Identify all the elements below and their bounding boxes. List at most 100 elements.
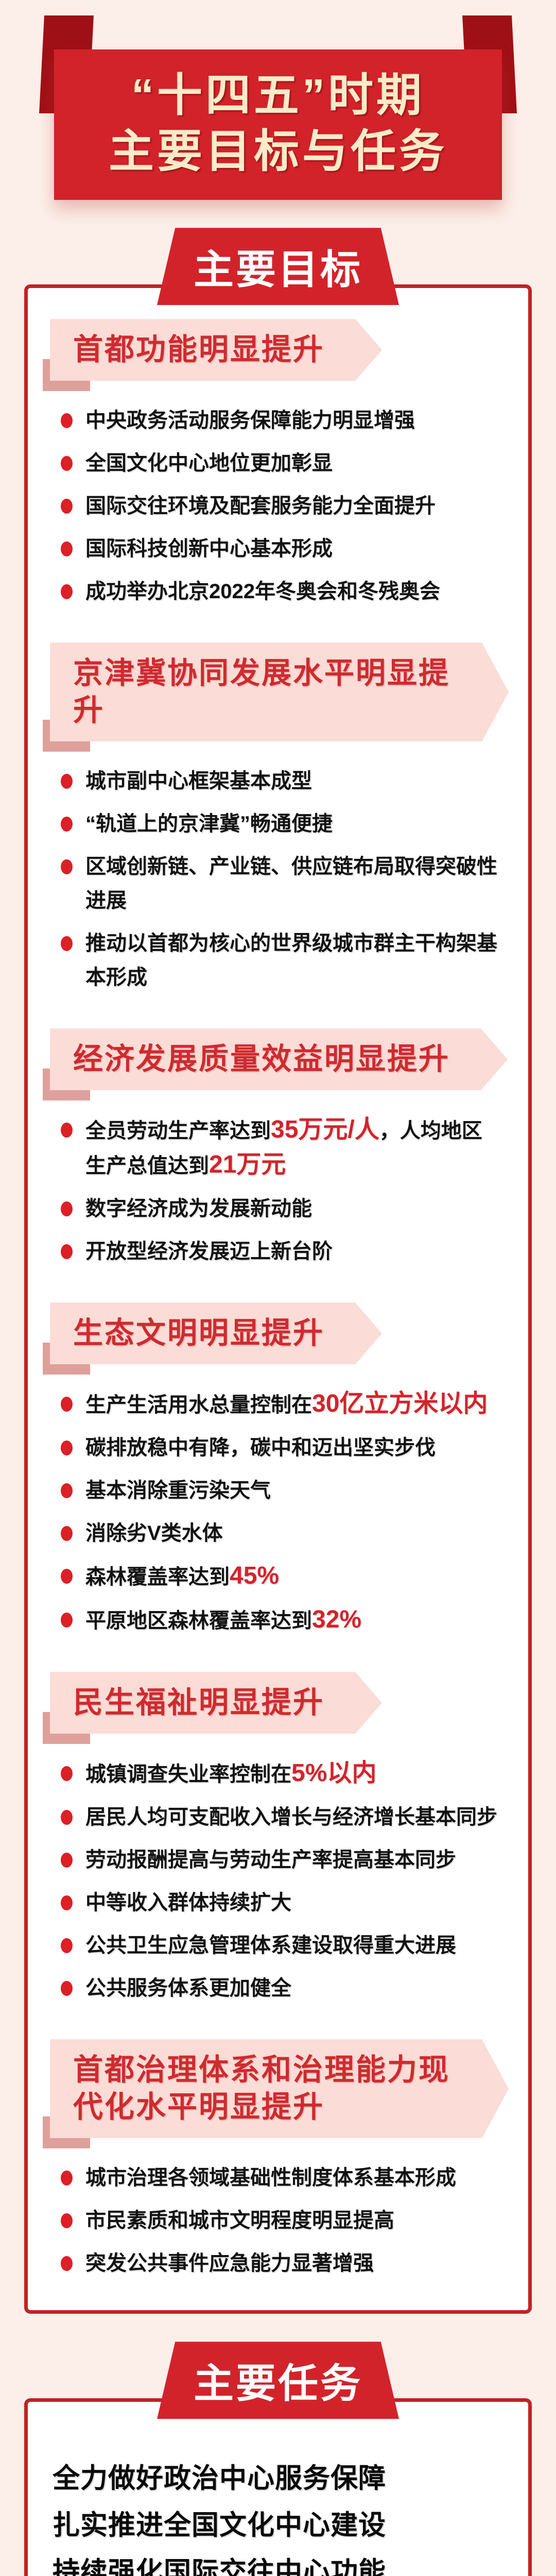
bullet-text: 区域创新链、产业链、供应链布局取得突破性进展 [85, 855, 497, 912]
bullet-segment: 推动以首都为核心的世界级城市群主干构架基本形成 [85, 932, 497, 989]
header-banner: “十四五”时期 主要目标与任务 [39, 15, 517, 200]
bullet-text: 中等收入群体持续扩大 [85, 1891, 291, 1914]
section-header: 首都治理体系和治理能力现代化水平明显提升 [43, 2039, 509, 2149]
bullet-marker-icon [61, 1981, 73, 1996]
goal-section: 首都功能明显提升中央政务活动服务保障能力明显增强 全国文化中心地位更加彰显国际交往… [43, 319, 509, 608]
task-item: 全力做好政治中心服务保障 [53, 2464, 386, 2494]
bullet-text: 居民人均可支配收入增长与经济增长基本同步 [85, 1806, 497, 1828]
bullet-marker-icon [61, 456, 73, 471]
bullet-text: 全国文化中心地位更加彰显 [85, 452, 333, 474]
bullet-segment: 全国文化中心地位更加彰显 [85, 452, 333, 475]
bullet-text: 城市治理各领域基础性制度体系基本形成 [85, 2166, 456, 2189]
bullet-marker-icon [61, 817, 73, 832]
section-arrow-banner: 民生福祉明显提升 [50, 1672, 382, 1734]
bullet-item: 全国文化中心地位更加彰显 [61, 446, 498, 480]
task-item: 扎实推进全国文化中心建设 [53, 2511, 386, 2541]
bullet-text: 国际科技创新中心基本形成 [85, 537, 333, 560]
bullet-segment: 区域创新链、产业链、供应链布局取得突破性进展 [85, 855, 497, 912]
bullet-item: 公共卫生应急管理体系建设取得重大进展 [61, 1928, 498, 1962]
bullet-segment: 公共服务体系更加健全 [85, 1977, 291, 2000]
bullet-item: “轨道上的京津冀”畅通便捷 [61, 807, 498, 841]
bullet-item: 森林覆盖率达到45% [61, 1559, 498, 1594]
bullet-text: 森林覆盖率达到45% [85, 1562, 279, 1589]
bullet-text: 市民素质和城市文明程度明显提高 [85, 2209, 394, 2232]
bullet-text: 国际交往环境及配套服务能力全面提升 [85, 495, 436, 517]
bullet-text: “轨道上的京津冀”畅通便捷 [85, 812, 333, 835]
section-arrow-banner: 经济发展质量效益明显提升 [50, 1028, 508, 1090]
bullet-segment: 城市副中心框架基本成型 [85, 770, 312, 793]
bullet-marker-icon [61, 774, 73, 789]
bullet-list: 城市副中心框架基本成型 “轨道上的京津冀”畅通便捷区域创新链、产业链、供应链布局取… [43, 764, 509, 994]
bullet-text: 推动以首都为核心的世界级城市群主干构架基本形成 [85, 932, 497, 989]
bullet-text: 城镇调查失业率控制在5%以内 [85, 1759, 376, 1787]
section-arrow-banner: 首都功能明显提升 [50, 319, 382, 381]
bullet-segment: 中央政务活动服务保障能力明显增强 [85, 409, 415, 432]
tasks-card: 全力做好政治中心服务保障扎实推进全国文化中心建设持续强化国际交往中心功能加快建设… [24, 2398, 532, 2576]
bullet-item: 开放型经济发展迈上新台阶 [61, 1234, 498, 1268]
bullet-marker-icon [61, 1526, 73, 1541]
section-title: 首都治理体系和治理能力现代化水平明显提升 [73, 2053, 450, 2124]
bullet-marker-icon [61, 1569, 73, 1584]
goal-section: 首都治理体系和治理能力现代化水平明显提升城市治理各领域基础性制度体系基本形成 市民… [43, 2039, 509, 2280]
bullet-item: 成功举办北京2022年冬奥会和冬残奥会 [61, 574, 498, 608]
bullet-segment: 平原地区森林覆盖率达到 [85, 1609, 312, 1633]
bullet-segment: 城市治理各领域基础性制度体系基本形成 [85, 2166, 456, 2190]
bullet-text: 基本消除重污染天气 [85, 1479, 271, 1502]
bullet-segment: 劳动报酬提高与劳动生产率提高基本同步 [85, 1849, 456, 1872]
section-title: 首都功能明显提升 [73, 333, 325, 367]
bullet-segment: 突发公共事件应急能力显著增强 [85, 2252, 374, 2275]
bullet-text: 公共服务体系更加健全 [85, 1977, 291, 1999]
bullet-marker-icon [61, 1810, 73, 1825]
bullet-segment: 城镇调查失业率控制在 [85, 1763, 291, 1786]
bullet-item: 区域创新链、产业链、供应链布局取得突破性进展 [61, 850, 498, 918]
bullet-item: 突发公共事件应急能力显著增强 [61, 2246, 498, 2280]
bullet-marker-icon [61, 2256, 73, 2272]
bullet-text: 平原地区森林覆盖率达到32% [85, 1606, 361, 1633]
bullet-item: 劳动报酬提高与劳动生产率提高基本同步 [61, 1843, 498, 1877]
goals-card: 首都功能明显提升中央政务活动服务保障能力明显增强 全国文化中心地位更加彰显国际交往… [24, 284, 532, 2314]
bullet-marker-icon [61, 2171, 73, 2186]
bullet-text: 全员劳动生产率达到35万元/人，人均地区生产总值达到21万元 [85, 1116, 482, 1178]
goal-section: 民生福祉明显提升城镇调查失业率控制在5%以内居民人均可支配收入增长与经济增长基本… [43, 1672, 509, 2005]
bullet-segment: 碳排放稳中有降，碳中和迈出坚实步伐 [85, 1436, 436, 1460]
bullet-segment: 国际科技创新中心基本形成 [85, 537, 333, 561]
section-title: 京津冀协同发展水平明显提升 [73, 656, 450, 727]
bullet-highlight: 30亿立方米以内 [312, 1390, 488, 1418]
section-title: 民生福祉明显提升 [73, 1686, 325, 1720]
bullet-list: 中央政务活动服务保障能力明显增强 全国文化中心地位更加彰显国际交往环境及配套服务能… [43, 403, 509, 608]
bullet-item: 基本消除重污染天气 [61, 1473, 498, 1507]
bullet-segment: 消除劣V类水体 [85, 1522, 223, 1545]
bullet-item: 公共服务体系更加健全 [61, 1971, 498, 2005]
page-title-line1: “十四五”时期 [131, 70, 425, 121]
bullet-segment: 森林覆盖率达到 [85, 1566, 230, 1589]
bullet-highlight: 35万元/人 [271, 1116, 379, 1144]
goals-badge: 主要目标 [157, 228, 399, 306]
bullet-marker-icon [61, 2213, 73, 2229]
bullet-segment: 市民素质和城市文明程度明显提高 [85, 2209, 394, 2232]
bullet-item: 生产生活用水总量控制在30亿立方米以内 [61, 1387, 498, 1422]
section-title: 经济发展质量效益明显提升 [73, 1042, 450, 1076]
bullet-segment: 成功举办北京2022年冬奥会和冬残奥会 [85, 580, 440, 603]
bullet-segment: 数字经济成为发展新动能 [85, 1197, 312, 1221]
section-arrow-banner: 京津冀协同发展水平明显提升 [50, 642, 509, 741]
title-banner: “十四五”时期 主要目标与任务 [54, 49, 502, 200]
bullet-marker-icon [61, 1766, 73, 1782]
section-arrow-banner: 生态文明明显提升 [50, 1302, 382, 1364]
bullet-list: 城市治理各领域基础性制度体系基本形成 市民素质和城市文明程度明显提高 突发公共事件应… [43, 2161, 509, 2280]
bullet-segment: 中等收入群体持续扩大 [85, 1891, 291, 1914]
bullet-text: 生产生活用水总量控制在30亿立方米以内 [85, 1390, 488, 1417]
bullet-marker-icon [61, 1397, 73, 1412]
goal-section: 生态文明明显提升生产生活用水总量控制在30亿立方米以内 碳排放稳中有降，碳中和迈出… [43, 1302, 509, 1638]
section-header: 首都功能明显提升 [43, 319, 382, 392]
bullet-text: 成功举办北京2022年冬奥会和冬残奥会 [85, 580, 440, 603]
bullet-marker-icon [61, 936, 73, 952]
bullet-marker-icon [61, 1613, 73, 1628]
task-item: 持续强化国际交往中心功能 [53, 2557, 386, 2576]
bullet-item: 中等收入群体持续扩大 [61, 1886, 498, 1920]
bullet-segment: “轨道上的京津冀”畅通便捷 [85, 812, 333, 836]
bullet-segment: 全员劳动生产率达到 [85, 1120, 271, 1143]
bullet-item: 碳排放稳中有降，碳中和迈出坚实步伐 [61, 1431, 498, 1465]
bullet-text: 城市副中心框架基本成型 [85, 770, 312, 792]
bullet-marker-icon [61, 541, 73, 557]
bullet-item: 城市副中心框架基本成型 [61, 764, 498, 798]
